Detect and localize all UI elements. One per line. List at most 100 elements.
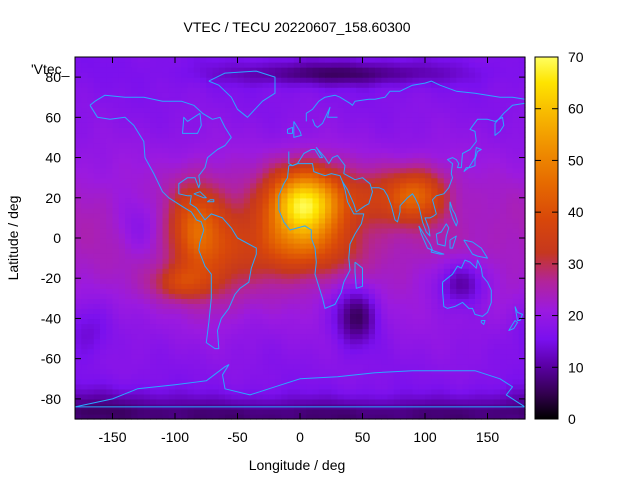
heatmap-cell <box>287 303 295 309</box>
heatmap-cell <box>506 232 514 239</box>
heatmap-cell <box>237 67 245 73</box>
heatmap-cell <box>206 137 214 144</box>
heatmap-cell <box>87 82 95 88</box>
heatmap-cell <box>268 253 276 259</box>
heatmap-cell <box>168 273 176 279</box>
heatmap-cell <box>156 162 164 169</box>
heatmap-cell <box>118 253 126 259</box>
heatmap-cell <box>506 132 514 139</box>
heatmap-cell <box>506 102 514 108</box>
heatmap-cell <box>250 338 257 345</box>
heatmap-cell <box>418 147 426 154</box>
heatmap-cell <box>506 152 514 159</box>
heatmap-cell <box>306 323 314 330</box>
heatmap-cell <box>137 373 145 380</box>
heatmap-cell <box>106 102 114 108</box>
heatmap-cell <box>268 263 276 269</box>
heatmap-cell <box>243 82 251 88</box>
heatmap-cell <box>162 132 170 139</box>
heatmap-cell <box>475 117 482 123</box>
heatmap-cell <box>281 162 289 169</box>
heatmap-cell <box>243 112 251 118</box>
heatmap-cell <box>500 243 507 249</box>
heatmap-cell <box>168 373 176 380</box>
heatmap-cell <box>81 207 89 214</box>
heatmap-cell <box>168 303 176 309</box>
heatmap-cell <box>431 273 439 279</box>
heatmap-cell <box>81 398 89 405</box>
heatmap-cell <box>325 328 332 335</box>
heatmap-cell <box>187 273 195 279</box>
heatmap-cell <box>175 373 182 380</box>
heatmap-cell <box>362 368 370 375</box>
heatmap-cell <box>281 122 289 128</box>
heatmap-cell <box>212 162 220 169</box>
heatmap-cell <box>218 87 226 93</box>
heatmap-cell <box>393 383 401 390</box>
heatmap-cell <box>131 388 139 395</box>
heatmap-cell <box>275 177 282 184</box>
heatmap-cell <box>162 383 170 390</box>
heatmap-cell <box>262 303 270 309</box>
heatmap-cell <box>425 132 432 139</box>
heatmap-cell <box>75 243 82 249</box>
heatmap-cell <box>362 132 370 139</box>
heatmap-cell <box>125 293 132 299</box>
heatmap-cell <box>412 87 420 93</box>
heatmap-cell <box>318 217 326 224</box>
heatmap-cell <box>225 293 232 299</box>
heatmap-cell <box>468 92 476 98</box>
heatmap-cell <box>518 358 526 365</box>
heatmap-cell <box>212 298 220 304</box>
heatmap-cell <box>406 97 414 103</box>
heatmap-cell <box>181 353 189 360</box>
heatmap-cell <box>393 112 401 118</box>
heatmap-cell <box>481 152 489 159</box>
heatmap-cell <box>512 82 520 88</box>
heatmap-cell <box>312 212 320 219</box>
heatmap-cell <box>81 308 89 315</box>
heatmap-cell <box>393 167 401 174</box>
heatmap-cell <box>125 308 132 315</box>
heatmap-cell <box>387 353 395 360</box>
heatmap-cell <box>493 222 501 229</box>
heatmap-cell <box>450 393 457 400</box>
heatmap-cell <box>100 328 107 335</box>
heatmap-cell <box>406 413 414 420</box>
heatmap-cell <box>175 303 182 309</box>
heatmap-cell <box>487 343 495 350</box>
heatmap-cell <box>431 328 439 335</box>
heatmap-cell <box>437 393 445 400</box>
heatmap-cell <box>462 127 470 134</box>
heatmap-cell <box>87 353 95 360</box>
heatmap-cell <box>325 152 332 159</box>
heatmap-cell <box>456 363 464 370</box>
heatmap-cell <box>350 102 357 108</box>
heatmap-cell <box>275 283 282 289</box>
heatmap-cell <box>125 408 132 415</box>
heatmap-cell <box>281 167 289 174</box>
heatmap-cell <box>87 318 95 325</box>
heatmap-cell <box>512 217 520 224</box>
heatmap-cell <box>481 388 489 395</box>
heatmap-cell <box>187 132 195 139</box>
heatmap-cell <box>93 77 101 83</box>
heatmap-cell <box>262 122 270 128</box>
heatmap-cell <box>225 393 232 400</box>
heatmap-cell <box>356 147 364 154</box>
heatmap-cell <box>300 217 307 224</box>
heatmap-cell <box>512 348 520 355</box>
heatmap-cell <box>118 192 126 199</box>
heatmap-cell <box>325 368 332 375</box>
heatmap-cell <box>381 222 389 229</box>
heatmap-cell <box>125 258 132 264</box>
heatmap-cell <box>143 348 151 355</box>
heatmap-cell <box>268 273 276 279</box>
heatmap-cell <box>187 243 195 249</box>
heatmap-cell <box>493 147 501 154</box>
heatmap-cell <box>118 167 126 174</box>
heatmap-cell <box>393 348 401 355</box>
heatmap-cell <box>206 117 214 123</box>
heatmap-cell <box>331 273 339 279</box>
heatmap-cell <box>381 368 389 375</box>
